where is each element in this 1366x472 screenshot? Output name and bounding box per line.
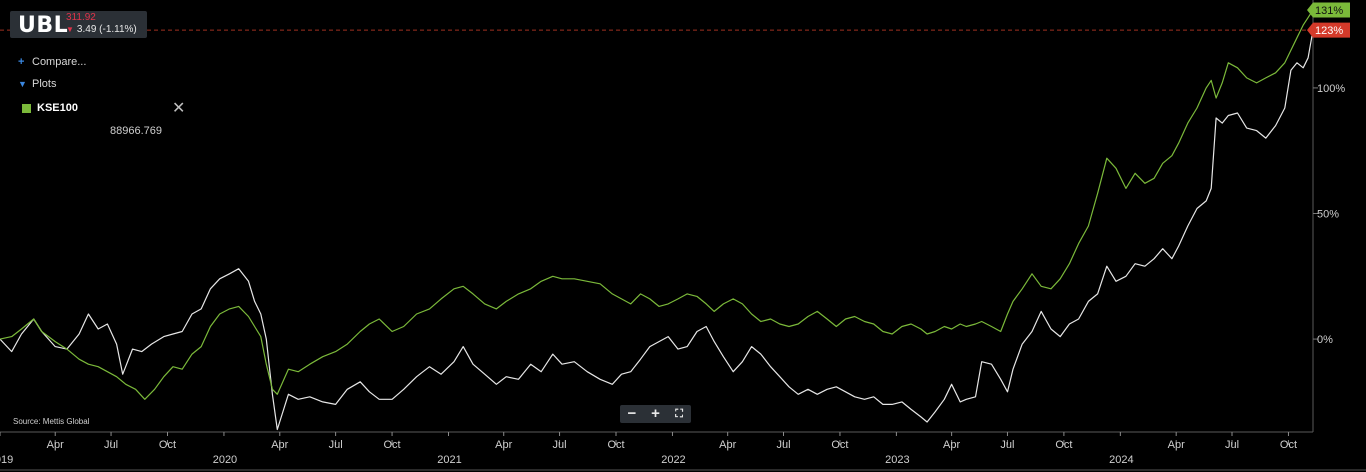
x-month-label: Jul (104, 439, 118, 451)
end-label-ubl: 123% (1315, 25, 1343, 37)
x-month-label: Jul (1225, 439, 1239, 451)
series-color-swatch (22, 103, 31, 113)
close-icon[interactable]: ✕ (172, 100, 186, 117)
ticker-change: ▼ 3.49 (-1.11%) (66, 24, 137, 35)
plots-label: Plots (32, 78, 57, 90)
plot-name: KSE100 (37, 102, 78, 114)
series-line-kse100 (0, 9, 1314, 400)
x-month-label: Jul (553, 439, 567, 451)
x-year-label: 2020 (213, 454, 237, 466)
x-month-label: Oct (159, 439, 176, 451)
x-month-label: Oct (1055, 439, 1072, 451)
x-year-label: 2023 (885, 454, 909, 466)
source-credit: Source: Mettis Global (13, 417, 90, 426)
x-month-label: Apr (719, 439, 736, 451)
zoom-controls: − + ⛶ (620, 405, 691, 423)
x-month-label: Jul (776, 439, 790, 451)
compare-label: Compare... (32, 56, 87, 68)
plots-toggle[interactable]: ▼ Plots (18, 78, 56, 90)
x-month-label: Apr (495, 439, 512, 451)
x-month-label: Apr (47, 439, 64, 451)
series-line-ubl (0, 29, 1314, 431)
plus-icon: + (18, 56, 25, 68)
x-month-label: Jul (1000, 439, 1014, 451)
plot-entry-kse100[interactable]: KSE100 ✕ (22, 100, 186, 117)
x-month-label: Oct (1280, 439, 1297, 451)
end-label-badge-ubl (1307, 22, 1350, 38)
x-month-label: Jul (329, 439, 343, 451)
end-label-kse100: 131% (1315, 5, 1343, 17)
x-year-label: 2022 (661, 454, 685, 466)
y-tick-label: 0% (1317, 334, 1333, 346)
zoom-in-button[interactable]: + (651, 405, 660, 422)
x-year-label: 2019 (0, 454, 13, 466)
ticker-box[interactable]: UBL 311.92 ▼ 3.49 (-1.11%) (10, 11, 147, 38)
x-month-label: Apr (271, 439, 288, 451)
zoom-out-button[interactable]: − (627, 405, 637, 422)
ticker-symbol: UBL (18, 13, 69, 38)
fullscreen-button[interactable]: ⛶ (675, 408, 683, 420)
x-month-label: Oct (383, 439, 400, 451)
x-month-label: Oct (831, 439, 848, 451)
ticker-change-value: 3.49 (-1.11%) (76, 24, 137, 35)
x-month-label: Apr (1168, 439, 1185, 451)
down-arrow-icon: ▼ (66, 25, 74, 34)
x-year-label: 2021 (437, 454, 461, 466)
x-month-label: Oct (607, 439, 624, 451)
x-month-label: Apr (943, 439, 960, 451)
plot-value: 88966.769 (110, 125, 162, 137)
compare-button[interactable]: + Compare... (18, 56, 86, 68)
end-label-badge-kse100 (1307, 2, 1350, 18)
x-year-label: 2024 (1109, 454, 1133, 466)
ticker-price: 311.92 (66, 12, 96, 23)
triangle-down-icon: ▼ (18, 79, 27, 89)
y-tick-label: 100% (1317, 83, 1345, 95)
y-tick-label: 50% (1317, 208, 1339, 220)
